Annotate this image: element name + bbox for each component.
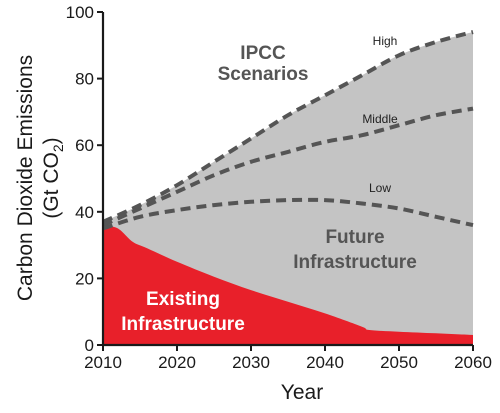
x-tick-label: 2060 [454,353,492,372]
x-tick-label: 2020 [158,353,196,372]
x-tick-label: 2010 [84,353,122,372]
future-infrastructure-label-line1: Future [325,227,384,248]
scenario-label-high: High [373,34,398,48]
future-infrastructure-label-line2: Infrastructure [293,252,417,273]
future-infrastructure-area [103,32,473,345]
existing-infrastructure-label-line2: Infrastructure [121,314,245,335]
y-tick-label: 60 [75,136,94,155]
y-axis-title-subscript: 2 [50,144,66,152]
y-axis-title-prefix: (Gt CO [40,152,63,219]
y-ticks: 0 20 40 60 80 100 [66,3,103,355]
axes [101,12,473,347]
y-tick-label: 80 [75,70,94,89]
scenario-line-low [102,197,474,231]
ipcc-scenarios-label-line2: Scenarios [218,64,309,85]
x-axis-title: Year [281,381,323,404]
x-tick-label: 2050 [380,353,418,372]
existing-infrastructure-area [103,225,473,345]
y-tick-label: 0 [85,336,94,355]
ipcc-scenarios-label-line1: IPCC [240,43,286,64]
y-axis-title-suffix: ) [40,137,63,144]
scenario-label-low: Low [369,181,391,195]
y-axis-title-line2: (Gt CO2) [40,137,66,218]
y-axis-title: Carbon Dioxide Emissions (Gt CO2) [14,55,66,301]
y-tick-label: 20 [75,269,94,288]
y-axis-title-line1: Carbon Dioxide Emissions [14,55,37,301]
scenario-line-high [102,30,474,224]
plot-area [102,30,474,345]
y-tick-label: 100 [66,3,94,22]
scenario-lines [102,30,474,231]
x-tick-label: 2030 [232,353,270,372]
x-tick-label: 2040 [306,353,344,372]
scenario-label-middle: Middle [362,112,398,126]
existing-infrastructure-label-line1: Existing [146,289,220,310]
x-ticks: 2010 2020 2030 2040 2050 2060 [84,345,492,372]
y-tick-label: 40 [75,203,94,222]
scenario-line-middle [102,106,474,227]
